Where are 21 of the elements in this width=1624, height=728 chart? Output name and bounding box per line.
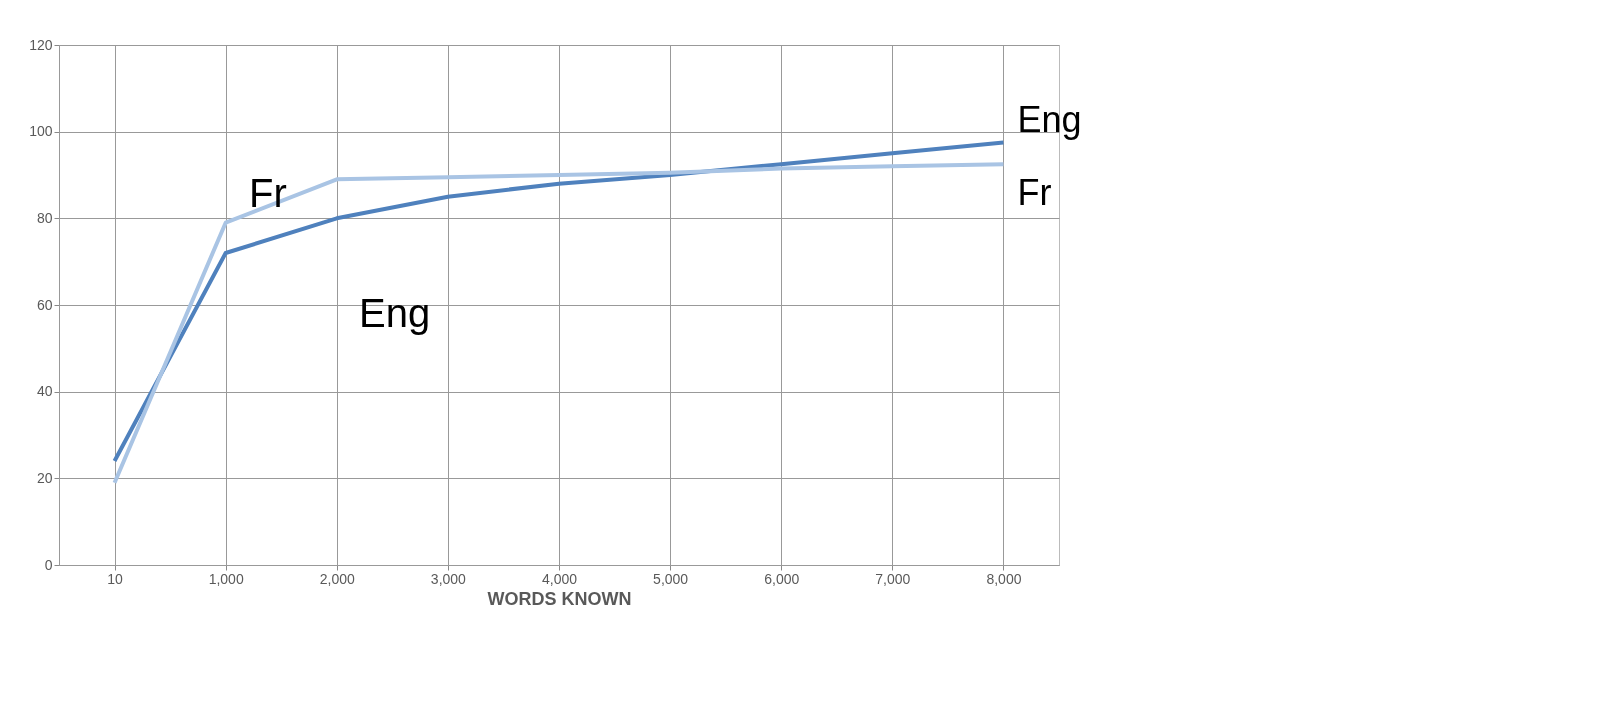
x-tick-label: 10 <box>107 570 124 587</box>
y-tick-label: 100 <box>29 123 53 140</box>
y-tick-label: 20 <box>36 469 53 486</box>
x-tick-label: 5,000 <box>653 570 689 587</box>
x-tick-label: 2,000 <box>319 570 355 587</box>
y-tick-label: 80 <box>36 209 53 226</box>
x-tick-label: 1,000 <box>208 570 244 587</box>
x-tick-label: 7,000 <box>875 570 911 587</box>
x-tick-label: 4,000 <box>541 570 578 587</box>
y-tick-label: 120 <box>29 36 53 53</box>
y-tick-label: 0 <box>44 556 53 573</box>
x-tick-label: 8,000 <box>986 570 1022 587</box>
x-axis-title: WORDS KNOWN <box>487 588 632 609</box>
annotation: Fr <box>249 171 287 215</box>
y-tick-label: 60 <box>36 296 53 313</box>
x-tick-label: 6,000 <box>764 570 800 587</box>
y-tick-label: 40 <box>36 383 53 400</box>
x-tick-label: 3,000 <box>430 570 467 587</box>
annotation: Eng <box>359 291 431 335</box>
series-label: Eng <box>1017 98 1082 140</box>
series-label: Fr <box>1017 172 1052 214</box>
